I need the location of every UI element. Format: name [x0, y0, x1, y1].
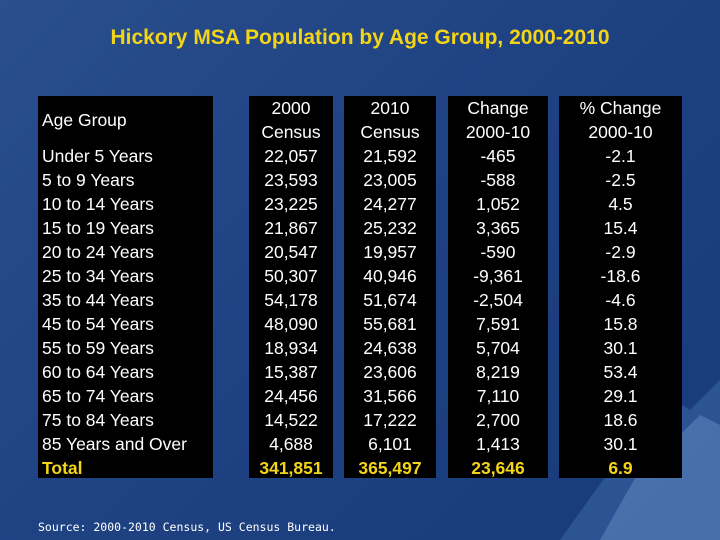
row-label: 10 to 14 Years [42, 194, 154, 214]
table-cell: 8,219 [476, 362, 520, 382]
table-column: Change 2000-10 -465 -588 1,052 3,365 -590 -9,36… [448, 96, 548, 478]
table-cell: 21,592 [363, 146, 417, 166]
table-column: 2010 Census 21,592 23,005 24,277 25,232 19,957… [344, 96, 436, 478]
table-cell: 14,522 [264, 410, 318, 430]
table-cell: 17,222 [363, 410, 417, 430]
row-label: 75 to 84 Years [42, 410, 154, 430]
source-note: Source: 2000-2010 Census, US Census Bure… [38, 520, 336, 534]
table-cell: -2,504 [473, 290, 523, 310]
table-cell: 1,413 [476, 434, 520, 454]
total-cell: 341,851 [259, 458, 323, 478]
column-header-line: Age Group [42, 110, 127, 130]
table-cell: 53.4 [603, 362, 638, 382]
total-cell: 23,646 [471, 458, 525, 478]
table-cell: 23,005 [363, 170, 417, 190]
column-header: 2000 Census [249, 96, 333, 144]
column-header: 2010 Census [344, 96, 436, 144]
column-header-line: Change [467, 98, 529, 118]
table-column: % Change 2000-10 -2.1 -2.5 4.5 15.4 -2.9 -18.6 -… [559, 96, 682, 478]
table-cell: 50,307 [264, 266, 318, 286]
table-cell: 31,566 [363, 386, 417, 406]
column-header-line: Census [360, 122, 420, 142]
table-cell: 24,277 [363, 194, 417, 214]
table-column: Age Group Under 5 Years 5 to 9 Years 10 to … [38, 96, 213, 478]
column-header-line: % Change [579, 98, 662, 118]
column-header-line: 2000 [271, 98, 311, 118]
table-cell: 48,090 [264, 314, 318, 334]
table-cell: 4.5 [608, 194, 633, 214]
table-cell: 30.1 [603, 338, 638, 358]
table-cell: 4,688 [269, 434, 313, 454]
table-cell: 5,704 [476, 338, 520, 358]
total-cell: 365,497 [358, 458, 422, 478]
total-cell: 6.9 [608, 458, 633, 478]
table-cell: 7,591 [476, 314, 520, 334]
table-cell: 7,110 [476, 386, 520, 406]
table-column: 2000 Census 22,057 23,593 23,225 21,867 20,547… [249, 96, 333, 478]
table-cell: -2.9 [605, 242, 636, 262]
row-label: 65 to 74 Years [42, 386, 154, 406]
table-cell: 54,178 [264, 290, 318, 310]
table-cell: 24,456 [264, 386, 318, 406]
table-cell: -465 [480, 146, 516, 166]
row-label: 45 to 54 Years [42, 314, 154, 334]
row-label: 85 Years and Over [42, 434, 187, 454]
table-cell: -590 [480, 242, 516, 262]
row-label: 55 to 59 Years [42, 338, 154, 358]
row-label: Under 5 Years [42, 146, 153, 166]
row-label: 25 to 34 Years [42, 266, 154, 286]
table-cell: -2.5 [605, 170, 636, 190]
table-cell: 15.4 [603, 218, 638, 238]
row-label: 5 to 9 Years [42, 170, 135, 190]
column-header-line: 2010 [370, 98, 410, 118]
table-cell: 23,225 [264, 194, 318, 214]
table-cell: 2,700 [476, 410, 520, 430]
row-label: 20 to 24 Years [42, 242, 154, 262]
table-cell: 40,946 [363, 266, 417, 286]
table-cell: 51,674 [363, 290, 417, 310]
table-cell: 22,057 [264, 146, 318, 166]
total-label: Total [42, 458, 83, 478]
table-cell: 23,593 [264, 170, 318, 190]
table-cell: -4.6 [605, 290, 636, 310]
table-cell: 21,867 [264, 218, 318, 238]
column-header-line: 2000-10 [465, 122, 531, 142]
table-cell: 6,101 [368, 434, 412, 454]
table-cell: 25,232 [363, 218, 417, 238]
table-cell: -18.6 [600, 266, 641, 286]
table-cell: 15,387 [264, 362, 318, 382]
column-header: % Change 2000-10 [559, 96, 682, 144]
row-label: 35 to 44 Years [42, 290, 154, 310]
table-cell: -2.1 [605, 146, 636, 166]
row-label: 60 to 64 Years [42, 362, 154, 382]
table-cell: 20,547 [264, 242, 318, 262]
column-header: Change 2000-10 [448, 96, 548, 144]
page-title: Hickory MSA Population by Age Group, 200… [110, 26, 610, 49]
table-cell: 30.1 [603, 434, 638, 454]
table-cell: 55,681 [363, 314, 417, 334]
column-header: Age Group [38, 108, 213, 132]
table-cell: 18,934 [264, 338, 318, 358]
table-cell: 18.6 [603, 410, 638, 430]
table-cell: 15.8 [603, 314, 638, 334]
table-cell: -9,361 [473, 266, 523, 286]
table-cell: 19,957 [363, 242, 417, 262]
row-label: 15 to 19 Years [42, 218, 154, 238]
table-cell: 29.1 [603, 386, 638, 406]
table-cell: -588 [480, 170, 516, 190]
table-cell: 24,638 [363, 338, 417, 358]
column-header-line: Census [261, 122, 321, 142]
table-cell: 3,365 [476, 218, 520, 238]
table-cell: 23,606 [363, 362, 417, 382]
table-cell: 1,052 [476, 194, 520, 214]
column-header-line: 2000-10 [588, 122, 653, 142]
